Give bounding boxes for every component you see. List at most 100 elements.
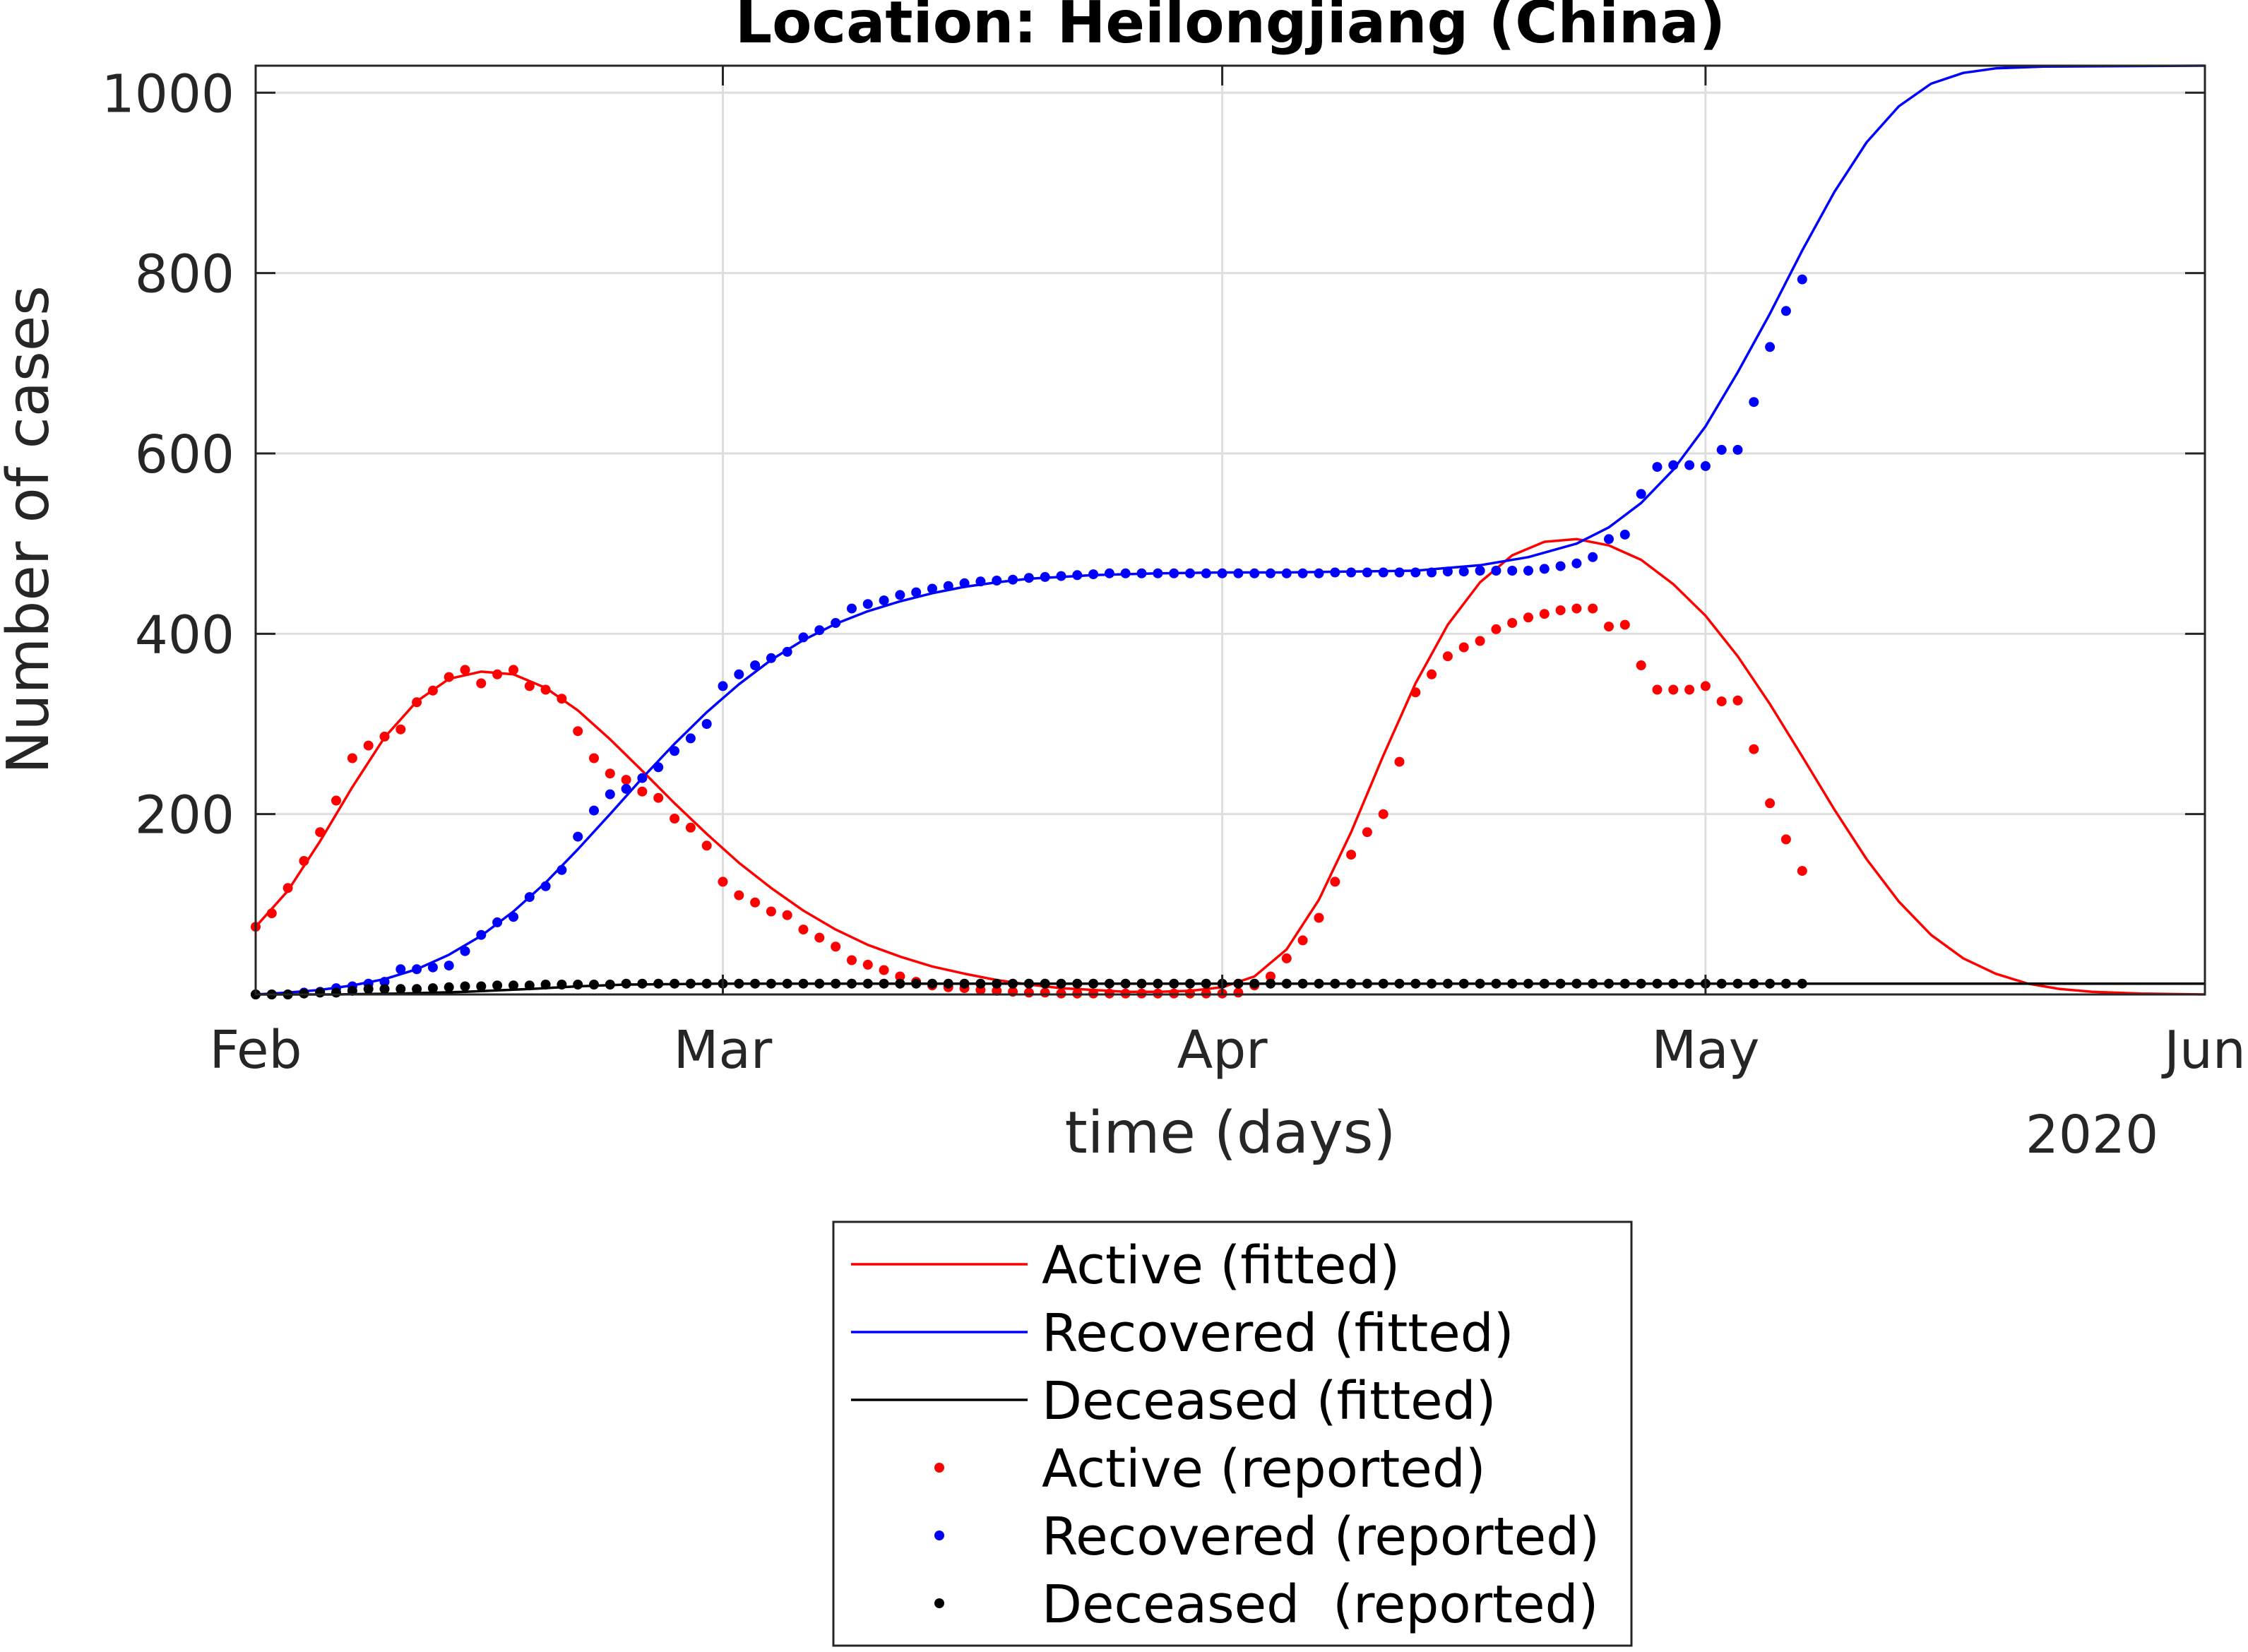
data-point [1040, 571, 1050, 582]
data-point [1652, 462, 1663, 473]
data-point [1136, 978, 1147, 989]
legend-label-deceased-reported: Deceased (reported) [1042, 1574, 1598, 1635]
legend-items: Active (fitted) Recovered (fitted) Decease… [851, 1235, 1600, 1635]
data-point [653, 978, 664, 989]
data-point [1588, 603, 1598, 614]
data-point [847, 955, 857, 965]
data-point [1716, 978, 1727, 989]
data-point [1394, 978, 1405, 989]
data-point [1539, 609, 1550, 619]
y-tick-label: 200 [135, 785, 234, 846]
data-point [685, 733, 696, 744]
x-tick-label: Apr [1177, 1020, 1268, 1081]
legend-label-recovered-reported: Recovered (reported) [1042, 1507, 1600, 1567]
data-point [1023, 987, 1034, 998]
data-point [266, 908, 277, 919]
data-point [782, 978, 792, 989]
y-tick-label: 800 [135, 244, 234, 305]
data-point [1217, 568, 1227, 578]
data-point [1120, 568, 1131, 578]
data-point [1732, 444, 1743, 455]
data-point [1716, 444, 1727, 455]
data-point [1410, 567, 1421, 578]
data-point [653, 792, 664, 803]
data-point [1233, 978, 1244, 989]
data-point [1362, 567, 1372, 578]
data-point [1636, 489, 1646, 499]
data-point [1281, 568, 1292, 578]
data-point [492, 980, 503, 991]
data-point [975, 978, 986, 989]
data-point [1555, 605, 1566, 616]
data-point [1571, 558, 1582, 569]
data-point [1008, 978, 1018, 989]
data-point [1378, 567, 1388, 578]
data-point [573, 980, 583, 990]
data-point [1233, 987, 1244, 998]
data-point [1684, 460, 1695, 470]
data-point [750, 978, 761, 989]
data-point [1120, 978, 1131, 989]
data-point [315, 827, 326, 838]
data-point [1023, 573, 1034, 583]
data-point [509, 980, 518, 991]
grid [256, 66, 2205, 994]
data-point [1555, 561, 1566, 571]
data-point [895, 971, 905, 982]
data-point [1491, 624, 1501, 634]
data-point [943, 581, 953, 591]
data-point [1604, 622, 1614, 632]
legend-swatch-active-reported [934, 1463, 944, 1473]
y-tick-label: 400 [135, 605, 234, 665]
data-point [331, 987, 341, 998]
data-point [1749, 397, 1759, 408]
legend-label-active-reported: Active (reported) [1042, 1439, 1486, 1499]
series-points-active-reported [251, 603, 1807, 999]
legend-label-recovered-fitted: Recovered (fitted) [1042, 1303, 1514, 1364]
data-point [1732, 978, 1743, 989]
data-point [766, 906, 776, 917]
data-point [347, 985, 357, 996]
data-point [1507, 978, 1518, 989]
legend-label-active-fitted: Active (fitted) [1042, 1235, 1400, 1296]
data-point [1297, 978, 1308, 989]
data-point [831, 978, 841, 989]
data-point [573, 831, 583, 842]
data-point [1281, 978, 1292, 989]
data-point [1185, 568, 1195, 578]
data-point [1442, 651, 1453, 662]
data-point [1780, 978, 1791, 989]
data-point [1475, 636, 1485, 646]
data-point [444, 961, 454, 971]
data-point [1652, 684, 1663, 695]
data-point [1330, 876, 1340, 887]
data-point [637, 786, 648, 797]
data-point [1185, 978, 1195, 989]
data-point [701, 978, 712, 989]
legend-swatch-recovered-reported [934, 1531, 944, 1540]
data-point [1765, 342, 1776, 352]
data-point [1346, 567, 1357, 578]
data-point [1040, 978, 1050, 989]
data-point [766, 978, 776, 989]
data-point [476, 981, 487, 992]
data-point [589, 753, 599, 763]
data-point [605, 768, 615, 779]
chart-title: Location: Heilongjiang (China) [735, 0, 1725, 57]
data-point [1427, 567, 1437, 578]
data-point [701, 719, 712, 729]
data-point [1458, 978, 1469, 989]
data-point [1491, 978, 1501, 989]
data-point [460, 981, 470, 992]
data-point [524, 980, 535, 991]
data-point [750, 897, 761, 908]
data-point [1797, 274, 1807, 285]
data-point [412, 697, 422, 708]
data-point [363, 984, 374, 994]
data-point [557, 864, 567, 875]
data-point [1765, 798, 1776, 809]
data-point [637, 978, 648, 989]
data-point [1604, 978, 1614, 989]
